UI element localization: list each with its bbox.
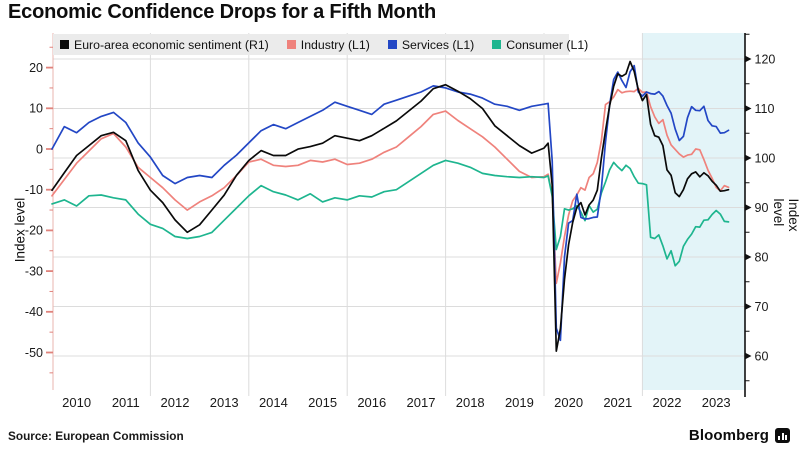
legend-swatch-icon: [60, 40, 69, 49]
legend-label: Services (L1): [401, 37, 475, 52]
x-year-label: 2017: [407, 395, 436, 410]
x-year-label: 2018: [456, 395, 485, 410]
left-axis-title: Index level: [12, 197, 28, 263]
bloomberg-brand: Bloomberg: [689, 427, 790, 444]
right-tick-label: 110: [755, 102, 775, 116]
x-year-label: 2019: [505, 395, 534, 410]
x-year-label: 2013: [210, 395, 239, 410]
legend-item: Industry (L1): [286, 37, 370, 52]
chart-title: Economic Confidence Drops for a Fifth Mo…: [8, 1, 437, 23]
left-tick-label: -40: [25, 305, 43, 319]
bloomberg-wordmark: Bloomberg: [688, 427, 769, 444]
series-line-industry-l: [51, 87, 730, 285]
right-major-tick: [745, 154, 752, 162]
left-tick-label: 10: [29, 102, 43, 116]
left-tick-label: 20: [29, 61, 43, 75]
right-tick-label: 120: [755, 52, 776, 66]
x-year-label: 2022: [653, 395, 682, 410]
left-tick-label: 0: [36, 142, 43, 156]
right-tick-label: 60: [755, 349, 769, 363]
x-year-label: 2023: [702, 395, 731, 410]
legend-item: Euro-area economic sentiment (R1): [60, 38, 269, 52]
legend-item: Consumer (L1): [492, 38, 588, 52]
x-year-label: 2011: [112, 395, 140, 410]
series-line-services-l: [51, 64, 730, 342]
right-major-tick: [745, 55, 752, 63]
series-line-consumer-l: [51, 159, 730, 267]
right-tick-label: 90: [755, 201, 769, 215]
right-tick-label: 100: [755, 151, 776, 165]
source-attribution: Source: European Commission: [8, 429, 184, 443]
bloomberg-logo-icon: [775, 428, 790, 443]
right-major-tick: [745, 303, 752, 310]
highlight-band: [642, 33, 745, 390]
legend-label: Consumer (L1): [506, 37, 589, 52]
legend-item: Services (L1): [387, 37, 475, 52]
legend-swatch-icon: [492, 40, 502, 49]
left-tick-label: -10: [25, 183, 43, 197]
right-major-tick: [745, 105, 752, 112]
left-tick-label: -20: [25, 224, 43, 238]
x-year-label: 2020: [554, 395, 583, 410]
x-year-label: 2010: [62, 395, 91, 410]
right-tick-label: 80: [755, 250, 769, 264]
legend: Euro-area economic sentiment (R1) Industr…: [53, 34, 588, 55]
right-tick-label: 70: [755, 300, 769, 314]
right-axis-title: Index level: [771, 198, 800, 232]
right-major-tick: [745, 352, 752, 360]
x-year-label: 2016: [357, 395, 386, 410]
legend-swatch-icon: [387, 40, 397, 49]
x-year-label: 2021: [603, 395, 632, 410]
right-major-tick: [745, 253, 752, 261]
series-line-euro-area-economic-sentiment-r: [51, 60, 730, 352]
legend-swatch-icon: [286, 40, 296, 49]
legend-label: Euro-area economic sentiment (R1): [74, 37, 269, 52]
x-year-label: 2014: [259, 395, 288, 410]
right-major-tick: [745, 204, 752, 211]
x-year-label: 2015: [308, 395, 337, 410]
left-tick-label: -50: [25, 346, 43, 360]
legend-label: Industry (L1): [300, 37, 370, 52]
left-tick-label: -30: [25, 264, 43, 278]
x-year-label: 2012: [161, 395, 190, 410]
